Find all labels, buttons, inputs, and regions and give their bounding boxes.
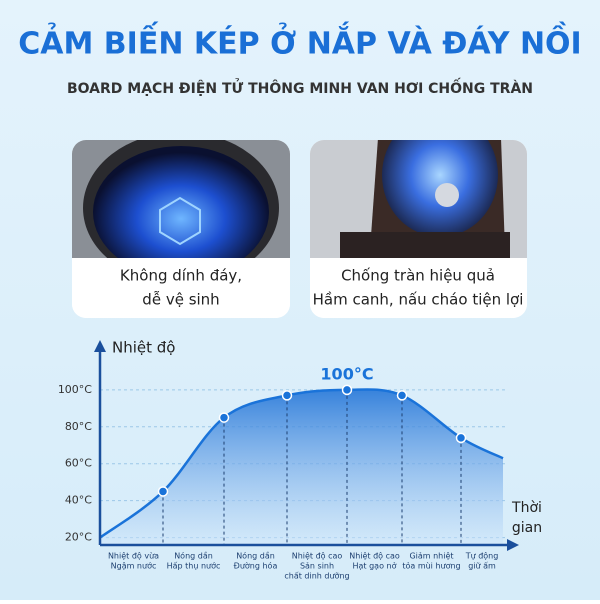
y-tick-label: 40°C [65, 494, 92, 507]
x-tick-label: Hạt gạo nở [353, 561, 397, 572]
x-axis-label: Thời [511, 500, 542, 516]
subtitle: BOARD MẠCH ĐIỆN TỬ THÔNG MINH VAN HƠI CH… [67, 77, 533, 97]
x-tick-label: Nhiệt độ vừa [108, 551, 159, 561]
card [310, 140, 527, 318]
x-arrow [507, 539, 519, 551]
y-axis-label: Nhiệt độ [112, 339, 175, 357]
point [218, 412, 230, 423]
x-tick-label: Nhiệt độ cao [292, 551, 343, 561]
point [157, 486, 169, 497]
x-tick-label: Giảm nhiệt [409, 551, 453, 561]
x-tick-label: Sản sinh [300, 561, 334, 571]
card-text: Chống tràn hiệu quả [341, 267, 495, 285]
card-text: Không dính đáy, [120, 267, 242, 285]
x-tick-label: chất dinh dưỡng [284, 571, 349, 581]
x-tick-label: tỏa mùi hương [402, 561, 460, 571]
y-tick-label: 60°C [65, 457, 92, 470]
point [281, 390, 293, 401]
y-arrow [94, 340, 106, 352]
annotation: 100°C [320, 365, 373, 384]
x-tick-label: Tự động [465, 551, 499, 562]
card-text: Hầm canh, nấu cháo tiện lợi [313, 291, 524, 309]
x-tick-label: Hấp thụ nước [167, 561, 221, 572]
card-text: dễ vệ sinh [142, 291, 219, 309]
x-tick-label: giữ ấm [468, 561, 496, 571]
y-tick-label: 20°C [65, 531, 92, 544]
x-axis-label: gian [512, 520, 542, 536]
x-tick-label: Đường hóa [234, 561, 278, 571]
point [455, 432, 467, 444]
title: CẢM BIẾN KÉP Ở NẮP VÀ ĐÁY NỒI [18, 21, 581, 62]
y-tick-label: 80°C [65, 420, 92, 433]
point [341, 384, 353, 396]
x-tick-label: Nóng dần [174, 551, 213, 561]
y-tick-label: 100°C [58, 383, 92, 396]
x-tick-label: Ngậm nước [111, 561, 157, 572]
x-tick-label: Nóng dần [236, 551, 275, 561]
card [72, 140, 290, 318]
x-tick-label: Nhiệt độ cao [349, 551, 400, 561]
point [396, 390, 408, 401]
